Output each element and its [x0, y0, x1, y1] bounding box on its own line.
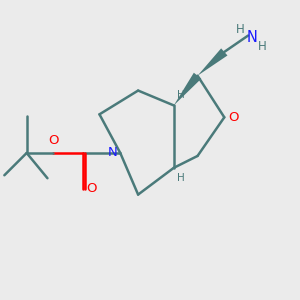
Text: O: O: [228, 111, 238, 124]
Text: H: H: [177, 90, 184, 100]
Text: N: N: [108, 146, 118, 160]
Text: O: O: [48, 134, 59, 147]
Text: O: O: [87, 182, 97, 195]
Text: N: N: [246, 30, 257, 45]
Polygon shape: [198, 48, 227, 76]
Text: H: H: [258, 40, 267, 53]
Text: H: H: [236, 23, 245, 36]
Text: H: H: [177, 173, 184, 183]
Polygon shape: [174, 73, 201, 105]
